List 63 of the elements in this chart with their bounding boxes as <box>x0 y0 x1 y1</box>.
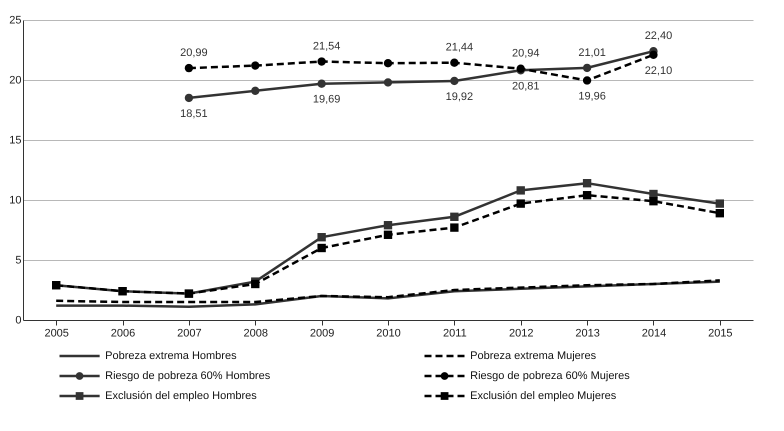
data-label: 21,44 <box>446 42 474 54</box>
data-label: 19,69 <box>312 94 340 106</box>
point <box>251 86 260 95</box>
legend-label: Exclusión del empleo Hombres <box>105 390 258 402</box>
legend-label: Riesgo de pobreza 60% Hombres <box>105 370 271 382</box>
y-tick-label: 15 <box>9 134 22 146</box>
x-tick-label: 2005 <box>44 328 69 340</box>
point <box>716 199 724 208</box>
y-tick-label: 25 <box>9 14 22 26</box>
point <box>384 221 392 230</box>
y-tick-label: 20 <box>9 74 22 86</box>
x-tick-label: 2014 <box>642 328 666 340</box>
point <box>251 280 260 288</box>
point <box>384 78 392 87</box>
legend-label: Pobreza extrema Mujeres <box>470 350 597 362</box>
x-tick-label: 2013 <box>575 328 600 340</box>
legend-label: Riesgo de pobreza 60% Mujeres <box>470 370 630 382</box>
point <box>184 64 194 72</box>
point <box>450 223 459 232</box>
x-tick-label: 2010 <box>376 328 401 340</box>
data-label: 20,99 <box>180 47 208 60</box>
x-tick-label: 2006 <box>110 328 136 340</box>
point <box>516 199 525 208</box>
point <box>582 179 592 188</box>
point <box>582 76 592 85</box>
point <box>384 230 392 239</box>
point <box>649 197 658 206</box>
data-label: 19,92 <box>446 90 474 103</box>
data-label: 21,01 <box>578 46 606 59</box>
line-series <box>54 279 722 304</box>
data-label: 22,40 <box>644 30 672 42</box>
point <box>516 186 525 195</box>
x-tick-label: 2011 <box>443 328 467 340</box>
point <box>384 59 392 68</box>
point <box>450 76 459 86</box>
point <box>649 50 658 59</box>
y-tick-label: 0 <box>15 314 22 326</box>
point <box>716 209 724 218</box>
data-label: 20,81 <box>512 80 540 92</box>
legend-label: Exclusión del empleo Mujeres <box>470 390 617 402</box>
point <box>582 191 592 200</box>
x-tick-label: 2012 <box>508 328 534 340</box>
x-tick-label: 2008 <box>244 328 268 340</box>
legend-label: Pobreza extrema Hombres <box>105 350 238 362</box>
point <box>450 212 459 221</box>
y-tick-label: 5 <box>15 254 22 266</box>
point <box>251 61 260 70</box>
x-tick-label: 2007 <box>177 328 202 340</box>
data-label: 18,51 <box>180 108 208 120</box>
point <box>184 94 194 102</box>
x-tick-label: 2015 <box>708 328 733 340</box>
point <box>317 57 326 66</box>
y-tick-label: 10 <box>9 194 22 206</box>
data-label: 20,94 <box>512 48 540 60</box>
point <box>317 244 326 252</box>
data-label: 22,10 <box>644 64 672 77</box>
x-tick-label: 2009 <box>310 328 334 340</box>
data-label: 19,96 <box>578 90 606 102</box>
data-label: 21,54 <box>312 40 340 53</box>
point <box>317 233 326 242</box>
point <box>450 58 459 67</box>
point <box>317 80 326 88</box>
point <box>582 64 592 72</box>
